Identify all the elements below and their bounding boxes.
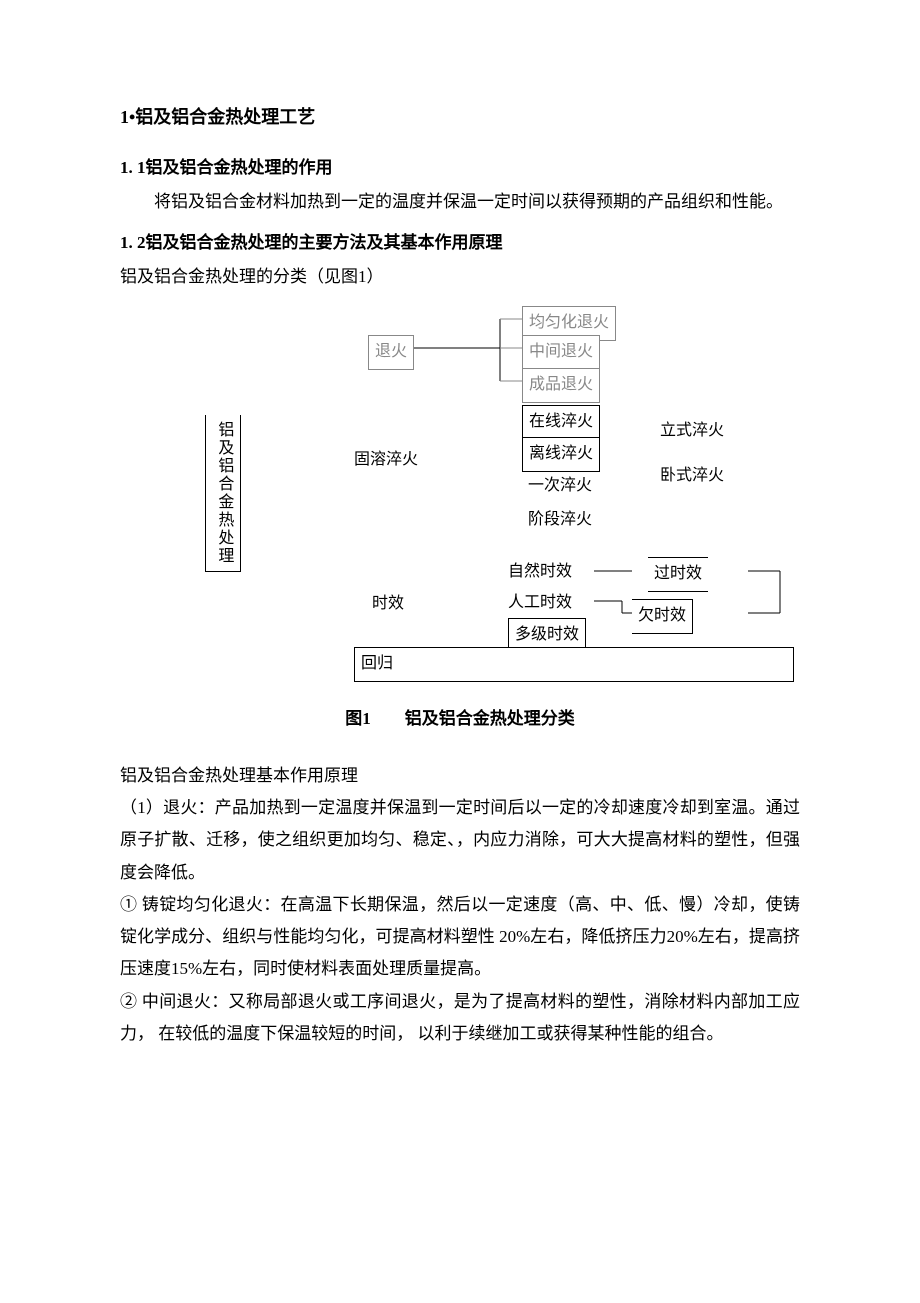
section-1-1-body: 将铝及铝合金材料加热到一定的温度并保温一定时间以获得预期的产品组织和性能。 [120, 186, 800, 218]
page-title: 1•铝及铝合金热处理工艺 [120, 100, 800, 134]
section-1-2-line: 铝及铝合金热处理的分类（见图1） [120, 261, 800, 293]
para-1: （1）退火：产品加热到一定温度并保温到一定时间后以一定的冷却速度冷却到室温。通过… [120, 792, 800, 889]
node-rengong: 人工时效 [508, 588, 572, 618]
node-gurong: 固溶淬火 [354, 445, 418, 475]
node-guoshi: 过时效 [648, 557, 708, 591]
node-zhongjian: 中间退火 [522, 335, 600, 369]
node-zaixian: 在线淬火 [522, 405, 600, 439]
root-label: 铝及铝合金热处理 [205, 415, 241, 572]
node-yici: 一次淬火 [528, 471, 592, 501]
node-tuihuo: 退火 [368, 335, 414, 369]
section-1-2-title: 1. 2铝及铝合金热处理的主要方法及其基本作用原理 [120, 227, 800, 259]
principle-title: 铝及铝合金热处理基本作用原理 [120, 760, 800, 792]
node-qianshi: 欠时效 [632, 599, 693, 633]
para-3: ② 中间退火：又称局部退火或工序间退火，是为了提高材料的塑性，消除材料内部加工应… [120, 986, 800, 1051]
para-2: ① 铸锭均匀化退火：在高温下长期保温，然后以一定速度（高、中、低、慢）冷却，使铸… [120, 889, 800, 986]
node-ziran: 自然时效 [508, 557, 572, 587]
node-chengpin: 成品退火 [522, 368, 600, 402]
figure-caption: 图1 铝及铝合金热处理分类 [120, 703, 800, 735]
node-huigui: 回归 [354, 647, 794, 681]
classification-diagram: 铝及铝合金热处理 退火 均匀化退火 中间退火 成品退火 固溶淬火 在线淬火 离线… [120, 305, 800, 685]
node-jieduan: 阶段淬火 [528, 505, 592, 535]
node-lixian: 离线淬火 [522, 437, 600, 471]
node-lishi: 立式淬火 [660, 416, 724, 446]
node-woshi: 卧式淬火 [660, 461, 724, 491]
node-shixiao: 时效 [372, 589, 404, 619]
section-1-1-title: 1. 1铝及铝合金热处理的作用 [120, 152, 800, 184]
